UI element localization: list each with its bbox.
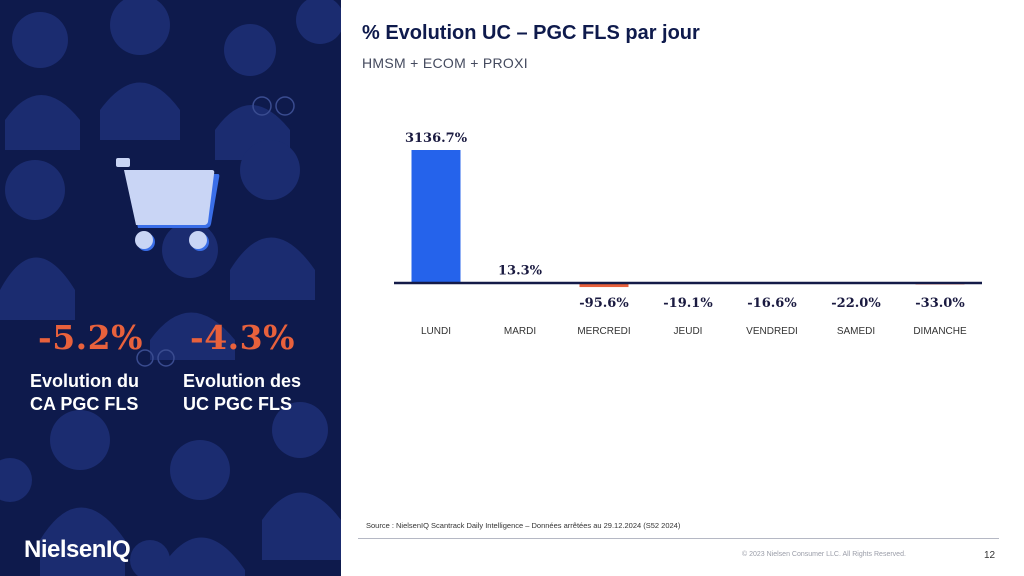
data-label-samedi: -22.0% xyxy=(831,296,881,311)
kpi-ca-value: -5.2% xyxy=(38,318,143,357)
kpi-uc-label-line1: Evolution des xyxy=(183,371,302,391)
category-label-vendredi: VENDREDI xyxy=(746,326,798,337)
category-label-mercredi: MERCREDI xyxy=(577,326,630,337)
footer-divider xyxy=(358,538,999,539)
nielseniq-logo: NielsenIQ xyxy=(24,536,131,563)
chart-subtitle: HMSM + ECOM + PROXI xyxy=(362,55,528,71)
category-label-samedi: SAMEDI xyxy=(837,326,875,337)
bar-mercredi xyxy=(579,283,629,288)
category-label-dimanche: DIMANCHE xyxy=(913,326,967,337)
kpi-uc-label: Evolution des UC PGC FLS xyxy=(183,370,333,416)
category-label-lundi: LUNDI xyxy=(421,326,451,337)
data-label-lundi: 3136.7% xyxy=(405,131,468,146)
source-note: Source : NielsenIQ Scantrack Daily Intel… xyxy=(366,521,681,530)
left-panel: -5.2% Evolution du CA PGC FLS -4.3% Evol… xyxy=(0,0,341,576)
data-label-dimanche: -33.0% xyxy=(915,296,965,311)
chart-title: % Evolution UC – PGC FLS par jour xyxy=(362,22,700,44)
category-label-mardi: MARDI xyxy=(504,326,536,337)
bar-chart: 3136.7% LUNDI 13.3% MARDI -95.6% MERCREDI -19.… xyxy=(394,131,982,337)
kpi-uc-label-line2: UC PGC FLS xyxy=(183,394,293,414)
kpi-ca-label-line1: Evolution du xyxy=(30,371,139,391)
kpi-ca-label-line2: CA PGC FLS xyxy=(30,394,139,414)
page-number: 12 xyxy=(984,550,996,561)
data-label-vendredi: -16.6% xyxy=(747,296,797,311)
data-label-mercredi: -95.6% xyxy=(579,296,629,311)
kpi-uc-value: -4.3% xyxy=(190,318,295,357)
data-label-jeudi: -19.1% xyxy=(663,296,713,311)
bar-lundi xyxy=(411,150,461,283)
crowd-illustration xyxy=(0,0,341,576)
shopping-cart-icon xyxy=(116,158,220,251)
copyright-text: © 2023 Nielsen Consumer LLC. All Rights … xyxy=(742,551,906,558)
category-label-jeudi: JEUDI xyxy=(674,326,703,337)
data-label-mardi: 13.3% xyxy=(498,263,543,278)
kpi-ca-label: Evolution du CA PGC FLS xyxy=(30,370,180,416)
